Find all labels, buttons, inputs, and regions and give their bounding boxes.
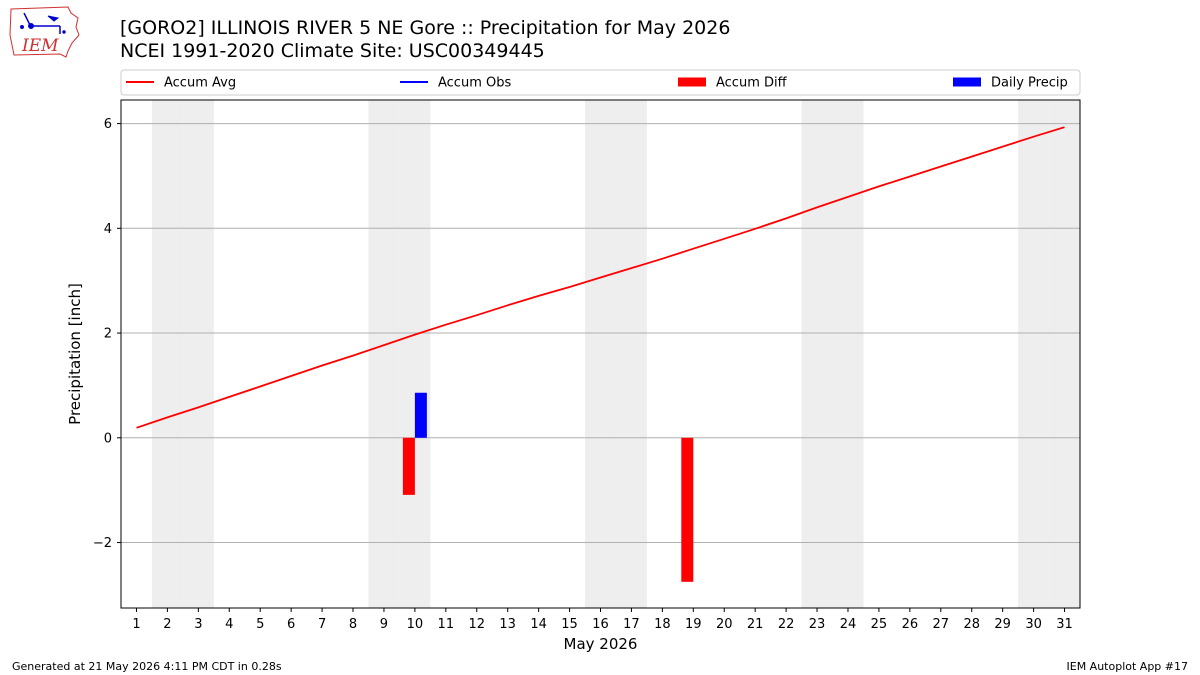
y-tick-label-0: 0 (104, 431, 112, 446)
weekend-bands (151, 100, 1080, 608)
x-tick-label-19: 19 (685, 617, 702, 632)
x-tick-label-28: 28 (963, 617, 980, 632)
x-tick-label-15: 15 (561, 617, 578, 632)
accum-avg-line[interactable] (136, 126, 1065, 429)
y-tick-label--2: −2 (93, 536, 112, 551)
x-tick-label-5: 5 (256, 617, 264, 632)
x-tick-label-10: 10 (407, 617, 424, 632)
weekend-band-day-24 (832, 100, 864, 608)
x-tick-label-24: 24 (840, 617, 857, 632)
weather-station-icon (20, 12, 66, 34)
bars (402, 392, 694, 582)
y-axis: −2 0 2 4 6 (93, 117, 121, 551)
logo-text: IEM (21, 36, 59, 56)
x-tick-label-8: 8 (349, 617, 357, 632)
footer-app-text: IEM Autoplot App #17 (1066, 660, 1189, 673)
legend-label-accum-diff: Accum Diff (716, 76, 788, 91)
x-tick-label-20: 20 (716, 617, 733, 632)
footer-generated-text: Generated at 21 May 2026 4:11 PM CDT in … (12, 660, 282, 673)
y-tick-label-4: 4 (104, 222, 112, 237)
x-tick-label-11: 11 (438, 617, 455, 632)
weekend-band-day-16 (585, 100, 616, 608)
x-tick-label-21: 21 (747, 617, 764, 632)
x-tick-label-18: 18 (654, 617, 671, 632)
x-tick-label-9: 9 (380, 617, 388, 632)
x-tick-label-25: 25 (871, 617, 888, 632)
x-tick-label-6: 6 (287, 617, 295, 632)
x-tick-label-2: 2 (163, 617, 171, 632)
chart-subtitle: NCEI 1991-2020 Climate Site: USC00349445 (120, 40, 545, 62)
accum-diff-bar-day-10[interactable] (402, 437, 415, 495)
weekend-band-day-17 (615, 100, 647, 608)
x-tick-label-31: 31 (1056, 617, 1073, 632)
accum-diff-bar-day-19[interactable] (681, 437, 694, 582)
x-tick-label-14: 14 (530, 617, 547, 632)
iem-logo[interactable]: IEM (8, 5, 80, 59)
chart-title: [GORO2] ILLINOIS RIVER 5 NE Gore :: Prec… (120, 17, 731, 39)
x-tick-label-16: 16 (592, 617, 609, 632)
lines (136, 126, 1065, 429)
x-tick-label-12: 12 (468, 617, 485, 632)
x-axis: 1 2 3 4 5 6 7 8 9 10 11 12 13 14 15 16 17 18 19 20 21 22 23 24 2… (132, 608, 1073, 632)
legend-label-accum-obs: Accum Obs (438, 76, 511, 91)
y-axis-label: Precipitation [inch] (66, 283, 84, 425)
weekend-band-day-31 (1049, 100, 1080, 608)
legend: Accum Avg Accum Obs Accum Diff Daily Precip (120, 69, 1081, 96)
gridlines (121, 123, 1080, 544)
weekend-band-day-23 (801, 100, 833, 608)
weekend-band-day-9 (368, 100, 400, 608)
weekend-band-day-3 (182, 100, 214, 608)
daily-precip-bar-day-10[interactable] (414, 392, 427, 438)
x-tick-label-1: 1 (132, 617, 140, 632)
x-tick-label-7: 7 (318, 617, 326, 632)
weekend-band-day-10 (399, 100, 431, 608)
weekend-band-day-30 (1018, 100, 1050, 608)
x-tick-label-27: 27 (933, 617, 950, 632)
x-tick-label-26: 26 (902, 617, 919, 632)
x-tick-label-23: 23 (809, 617, 826, 632)
legend-label-daily-precip: Daily Precip (991, 76, 1068, 91)
legend-label-accum-avg: Accum Avg (164, 76, 236, 91)
x-tick-label-29: 29 (994, 617, 1011, 632)
x-tick-label-30: 30 (1025, 617, 1042, 632)
legend-swatch-daily-precip (953, 77, 981, 87)
legend-swatch-accum-diff (678, 77, 706, 87)
x-tick-label-22: 22 (778, 617, 795, 632)
x-axis-label: May 2026 (564, 635, 638, 653)
x-tick-label-13: 13 (499, 617, 516, 632)
y-tick-label-6: 6 (104, 117, 112, 132)
x-tick-label-17: 17 (623, 617, 640, 632)
x-tick-label-4: 4 (225, 617, 233, 632)
weekend-band-day-2 (151, 100, 183, 608)
x-tick-label-3: 3 (194, 617, 202, 632)
y-tick-label-2: 2 (104, 327, 112, 342)
legend-box (120, 69, 1081, 96)
